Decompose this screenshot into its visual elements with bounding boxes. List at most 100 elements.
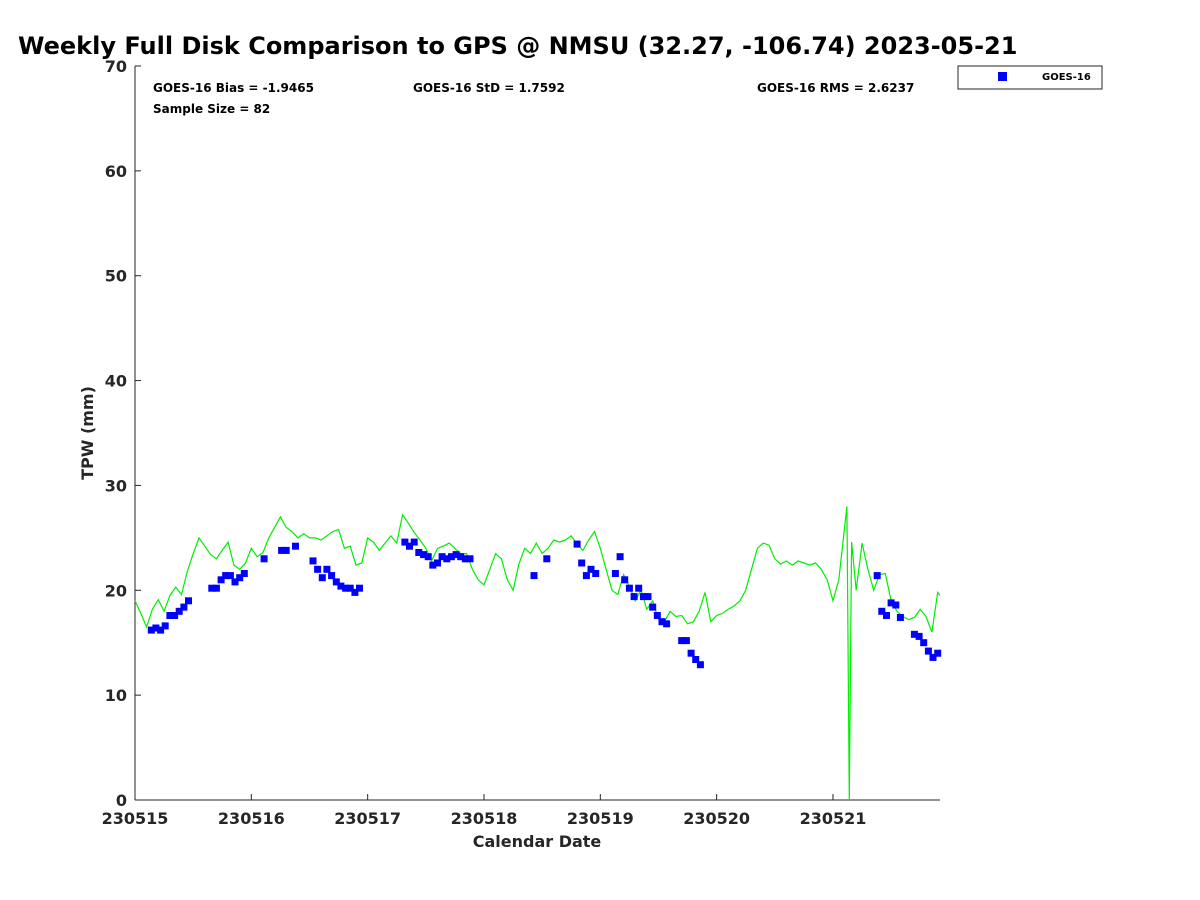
legend-box (957, 65, 1103, 90)
goes16-point (582, 572, 590, 580)
x-axis-label: Calendar Date (473, 832, 602, 851)
x-tick-label: 230516 (218, 809, 285, 828)
goes16-points-series (147, 538, 942, 669)
x-ticks: 230515 230516 230517 230518 230519 230520 2305… (102, 794, 867, 828)
gps-line-series (134, 506, 941, 801)
gps-tpw-line (134, 506, 941, 801)
goes16-point (639, 593, 647, 601)
goes16-point (282, 546, 290, 554)
goes16-point (314, 565, 322, 573)
goes16-point (429, 561, 437, 569)
goes16-point (910, 630, 918, 638)
stat-bias: GOES-16 Bias = -1.9465 (153, 81, 314, 95)
goes16-point (578, 559, 586, 567)
goes16-point (692, 656, 700, 663)
goes16-point (337, 582, 345, 590)
x-tick-label: 230515 (102, 809, 169, 828)
goes16-point (696, 661, 704, 669)
stats-block: GOES-16 Bias = -1.9465 GOES-16 StD = 1.7… (153, 81, 914, 116)
goes16-point (438, 553, 446, 561)
goes16-point (231, 578, 239, 586)
goes16-point (346, 584, 354, 592)
goes16-point (152, 624, 160, 632)
y-tick-label: 70 (105, 57, 127, 76)
goes16-point (616, 553, 624, 561)
goes16-point (649, 603, 657, 611)
goes16-point (573, 540, 581, 548)
legend-marker-goes16 (998, 72, 1007, 81)
y-ticks: 0 10 20 30 40 50 60 70 (105, 57, 141, 810)
goes16-point (653, 612, 661, 619)
goes16-point (309, 557, 317, 565)
x-tick-label: 230518 (451, 809, 518, 828)
goes16-point (920, 639, 928, 647)
y-tick-label: 30 (105, 476, 127, 495)
goes16-point (406, 542, 413, 550)
goes16-point (611, 570, 619, 577)
y-axis-label: TPW (mm) (78, 386, 97, 480)
goes16-point (663, 620, 671, 628)
goes16-point (278, 546, 286, 554)
goes16-point (401, 538, 409, 546)
legend: GOES-16 (957, 65, 1103, 90)
goes16-point (543, 555, 551, 563)
y-tick-label: 50 (105, 267, 127, 286)
goes16-point (260, 555, 268, 563)
goes16-point (630, 593, 638, 601)
stat-std: GOES-16 StD = 1.7592 (413, 81, 565, 95)
goes16-point (915, 632, 923, 640)
goes16-point (157, 626, 165, 634)
x-tick-label: 230521 (800, 809, 867, 828)
y-tick-label: 10 (105, 686, 127, 705)
goes16-point (356, 584, 363, 592)
goes16-point (929, 653, 937, 661)
goes16-point (678, 637, 686, 645)
y-tick-label: 40 (105, 372, 127, 391)
goes16-point (452, 551, 460, 559)
goes16-point (420, 551, 427, 559)
goes16-point (635, 584, 643, 592)
goes16-point (415, 549, 423, 556)
x-tick-label: 230520 (683, 809, 750, 828)
goes16-point (208, 584, 216, 592)
goes16-point (424, 553, 432, 561)
goes16-point (185, 597, 192, 605)
goes16-point (461, 555, 469, 563)
goes16-point (587, 565, 595, 573)
goes16-point (625, 584, 633, 592)
y-tick-label: 20 (105, 581, 127, 600)
chart-title: Weekly Full Disk Comparison to GPS @ NMS… (18, 32, 1017, 60)
plot-area: 0 10 20 30 40 50 60 70 230515 230516 230517 230518… (102, 57, 942, 828)
goes16-point (621, 576, 629, 584)
goes16-point (443, 555, 451, 563)
x-tick-label: 230517 (334, 809, 401, 828)
stat-sample-size: Sample Size = 82 (153, 102, 270, 116)
goes16-point (147, 626, 155, 634)
y-tick-label: 0 (116, 791, 127, 810)
goes16-point (166, 612, 174, 619)
goes16-point (447, 553, 455, 561)
goes16-point (292, 542, 299, 550)
goes16-point (212, 584, 220, 592)
stat-rms: GOES-16 RMS = 2.6237 (757, 81, 914, 95)
goes16-point (687, 649, 695, 657)
goes16-point (180, 603, 188, 611)
goes16-point (351, 588, 359, 596)
goes16-point (466, 555, 474, 563)
goes16-point (682, 637, 690, 645)
goes16-point (883, 612, 890, 619)
goes16-point (323, 565, 331, 573)
goes16-point (658, 618, 666, 626)
goes16-point (457, 553, 465, 561)
goes16-point (434, 559, 441, 567)
goes16-point (530, 572, 538, 580)
goes16-point (236, 574, 244, 582)
goes16-point (934, 649, 942, 657)
goes16-point (328, 572, 336, 580)
goes16-point (592, 570, 600, 577)
goes16-point (878, 607, 886, 615)
y-tick-label: 60 (105, 162, 127, 181)
goes16-point (175, 607, 183, 615)
goes16-point (318, 574, 326, 582)
